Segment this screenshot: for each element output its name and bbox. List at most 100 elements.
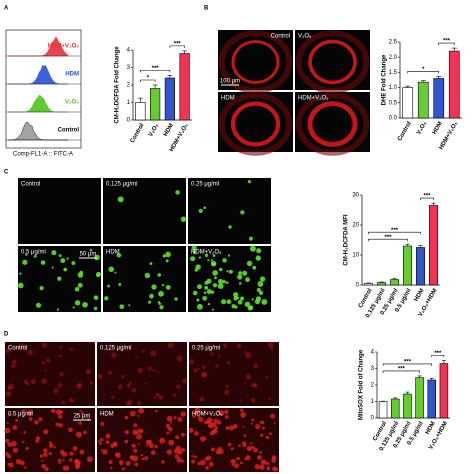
cell-signal bbox=[165, 284, 171, 290]
cell-signal bbox=[250, 422, 253, 425]
vessel-ring bbox=[231, 40, 280, 84]
cell-signal bbox=[236, 456, 240, 461]
cell-signal bbox=[108, 266, 115, 273]
cell-signal bbox=[85, 369, 91, 375]
cell-signal bbox=[72, 446, 78, 451]
cell-signal bbox=[145, 439, 151, 445]
cell-signal bbox=[192, 251, 196, 255]
cell-signal bbox=[249, 245, 256, 252]
cell-signal bbox=[224, 415, 229, 419]
cell-signal bbox=[238, 444, 241, 447]
cell-signal bbox=[272, 466, 278, 472]
cell-signal bbox=[215, 364, 219, 368]
cell-signal bbox=[149, 293, 154, 299]
micrograph-label: Control bbox=[8, 346, 27, 352]
cell-signal bbox=[204, 253, 209, 258]
scale-bar-label: 50 μm bbox=[80, 252, 97, 258]
cell-signal bbox=[127, 399, 133, 405]
cell-signal bbox=[119, 304, 125, 310]
cell-signal bbox=[111, 352, 117, 358]
micrograph-label: 0.5 μg/ml bbox=[21, 250, 46, 256]
cell-signal bbox=[126, 383, 131, 388]
cell-signal bbox=[135, 355, 138, 358]
cell-signal bbox=[261, 299, 268, 305]
cell-signal bbox=[97, 373, 103, 380]
cell-signal bbox=[150, 450, 156, 455]
y-tick-label: 10 bbox=[352, 253, 359, 259]
cell-signal bbox=[82, 301, 88, 308]
cell-signal bbox=[165, 251, 171, 258]
cell-signal bbox=[89, 381, 94, 385]
cell-signal bbox=[166, 449, 173, 455]
cell-signal bbox=[57, 383, 63, 388]
cell-signal bbox=[237, 299, 243, 305]
cell-signal bbox=[136, 433, 143, 440]
cell-signal bbox=[203, 410, 207, 414]
cell-signal bbox=[113, 443, 118, 447]
cell-signal bbox=[247, 180, 251, 184]
cell-signal bbox=[175, 190, 180, 195]
significance-bracket bbox=[169, 45, 185, 48]
cell-signal bbox=[210, 352, 214, 356]
cell-signal bbox=[100, 421, 105, 426]
cell-signal bbox=[34, 420, 39, 425]
cell-signal bbox=[252, 265, 257, 270]
y-tick-label: 4 bbox=[127, 48, 131, 54]
cell-signal bbox=[197, 284, 202, 290]
cell-signal bbox=[207, 424, 212, 428]
cell-signal bbox=[134, 431, 138, 435]
cell-signal bbox=[48, 443, 54, 448]
cell-signal bbox=[93, 306, 98, 311]
y-tick-label: 3 bbox=[371, 366, 375, 372]
cell-signal bbox=[166, 431, 170, 435]
significance-bracket bbox=[407, 71, 440, 74]
cell-signal bbox=[260, 420, 265, 425]
cell-signal bbox=[250, 442, 253, 445]
cell-signal bbox=[158, 395, 164, 400]
cell-signal bbox=[43, 448, 48, 453]
cell-signal bbox=[220, 299, 227, 305]
cell-signal bbox=[68, 398, 74, 403]
cell-signal bbox=[243, 434, 247, 438]
micrograph-label: HDM bbox=[106, 250, 120, 256]
cell-signal bbox=[119, 460, 124, 466]
y-tick-label: 3 bbox=[127, 65, 131, 71]
cell-signal bbox=[42, 342, 48, 349]
cell-signal bbox=[8, 393, 11, 396]
significance-bracket bbox=[382, 370, 420, 373]
y-tick-label: 1 bbox=[127, 100, 131, 106]
cell-signal bbox=[210, 447, 215, 452]
trace-label: HDM bbox=[65, 72, 79, 78]
cell-signal bbox=[122, 467, 125, 471]
cell-signal bbox=[217, 283, 224, 289]
cell-signal bbox=[228, 269, 233, 274]
cell-signal bbox=[149, 262, 153, 266]
cell-signal bbox=[80, 411, 84, 415]
cell-signal bbox=[237, 274, 243, 280]
micrograph-label: HDM bbox=[100, 412, 114, 418]
cell-signal bbox=[5, 390, 12, 397]
cell-signal bbox=[212, 283, 218, 288]
cell-signal bbox=[217, 409, 221, 413]
cell-signal bbox=[229, 425, 235, 431]
cell-signal bbox=[198, 256, 202, 259]
cell-signal bbox=[111, 396, 115, 399]
cell-signal bbox=[256, 288, 261, 293]
cell-signal bbox=[145, 444, 148, 447]
cell-signal bbox=[188, 359, 195, 365]
cell-signal bbox=[48, 451, 52, 456]
cell-signal bbox=[224, 389, 230, 395]
cell-signal bbox=[266, 467, 270, 471]
cell-signal bbox=[58, 254, 62, 257]
histogram-trace bbox=[8, 64, 68, 85]
y-tick-label: 1.5 bbox=[389, 70, 398, 76]
cell-signal bbox=[191, 454, 194, 458]
cell-signal bbox=[224, 409, 229, 414]
cell-signal bbox=[116, 252, 122, 258]
cell-signal bbox=[51, 250, 57, 256]
cell-signal bbox=[77, 272, 84, 278]
cell-signal bbox=[44, 368, 47, 372]
cell-signal bbox=[35, 302, 42, 308]
cell-signal bbox=[224, 345, 228, 349]
